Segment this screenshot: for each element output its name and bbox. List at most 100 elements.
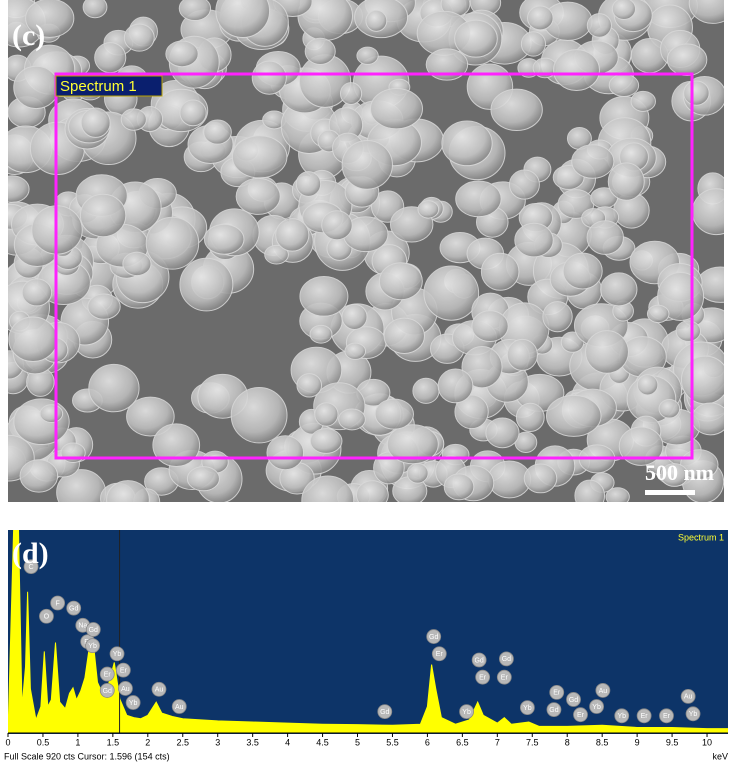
peak-label: Gd <box>380 709 389 716</box>
particle <box>659 399 680 418</box>
peak-label: Au <box>121 686 130 693</box>
particle <box>276 219 309 252</box>
peak-label: Gd <box>549 707 558 714</box>
particle <box>315 403 338 426</box>
peak-label: Gd <box>69 605 78 612</box>
peak-label: Au <box>175 704 184 711</box>
particle <box>310 325 332 343</box>
particle <box>81 108 110 137</box>
particle <box>123 252 151 275</box>
particle <box>676 321 700 341</box>
particle <box>14 66 59 108</box>
particle <box>601 273 637 306</box>
particle <box>9 317 57 362</box>
particle <box>146 217 199 269</box>
particle <box>612 0 635 19</box>
x-tick-label: 8 <box>565 737 570 747</box>
peak-label: Gd <box>474 657 483 664</box>
peak-label: Yb <box>617 713 626 720</box>
peak-label: Gd <box>502 656 511 663</box>
particle <box>413 378 439 403</box>
particle <box>481 253 519 290</box>
x-tick-label: 3 <box>215 737 220 747</box>
particle <box>180 100 206 126</box>
particle <box>528 6 554 30</box>
particle <box>554 50 600 91</box>
particle <box>486 418 519 448</box>
particle <box>322 211 352 240</box>
particle <box>438 369 473 403</box>
x-tick-label: 4.5 <box>316 737 329 747</box>
x-tick-label: 5.5 <box>386 737 399 747</box>
particle <box>80 194 125 236</box>
particle <box>204 120 232 144</box>
particle <box>89 364 139 411</box>
particle <box>302 476 354 525</box>
particle <box>587 14 611 38</box>
peak-label: Au <box>599 688 608 695</box>
particle <box>88 294 120 319</box>
particle <box>379 263 422 300</box>
particle <box>647 305 669 322</box>
particle <box>455 20 498 57</box>
particle <box>339 409 366 430</box>
particle <box>107 481 150 519</box>
particle <box>166 41 198 67</box>
peak-label: Yb <box>113 651 122 658</box>
particle <box>14 399 69 445</box>
peak-label: Gd <box>89 627 98 634</box>
particle <box>515 223 553 257</box>
particle <box>424 266 479 320</box>
particle <box>491 89 542 130</box>
particle <box>187 467 219 491</box>
particle <box>231 387 287 442</box>
x-tick-label: 5 <box>355 737 360 747</box>
particle <box>692 403 729 435</box>
particle <box>310 429 342 454</box>
particle <box>543 302 572 332</box>
peak-label: Yb <box>689 711 698 718</box>
particle <box>267 436 304 470</box>
particle <box>20 460 58 492</box>
particle <box>345 343 366 359</box>
peak-label: Er <box>436 651 444 658</box>
x-tick-label: 6 <box>425 737 430 747</box>
x-tick-label: 3.5 <box>246 737 259 747</box>
peak-label: Gd <box>569 697 578 704</box>
particle <box>342 140 392 189</box>
x-tick-label: 10 <box>702 737 712 747</box>
x-tick-label: 1.5 <box>107 737 120 747</box>
footer: Full Scale 920 cts Cursor: 1.596 (154 ct… <box>4 751 170 761</box>
peak-label: O <box>44 614 50 621</box>
particle <box>507 339 537 370</box>
particle <box>236 178 280 214</box>
particle <box>681 356 729 404</box>
particle <box>370 89 422 129</box>
spectrum-name: Spectrum 1 <box>678 532 724 542</box>
particle <box>521 32 545 56</box>
x-unit: keV <box>712 751 728 761</box>
peak-label: Yb <box>88 643 97 650</box>
particle <box>95 43 126 73</box>
page: SEM and EDS spectrum {"sem_image": {"pan… <box>0 0 732 764</box>
particle <box>667 44 707 76</box>
particle <box>366 10 387 31</box>
particle <box>418 201 439 218</box>
x-tick-label: 7.5 <box>526 737 539 747</box>
particle <box>357 47 378 64</box>
peak-label: Yb <box>592 704 601 711</box>
particle <box>384 318 424 353</box>
scale-bar-label: 500 nm <box>645 460 714 485</box>
region-label: Spectrum 1 <box>60 78 137 95</box>
peak-label: F <box>55 600 59 607</box>
particle <box>509 170 539 199</box>
peak-label: Er <box>120 667 128 674</box>
peak-label: Yb <box>462 709 471 716</box>
x-tick-label: 7 <box>495 737 500 747</box>
peak-label: Er <box>663 713 671 720</box>
particle <box>342 304 367 329</box>
particle <box>305 38 335 64</box>
particle <box>180 258 233 311</box>
particle <box>124 24 154 51</box>
scale-bar <box>645 490 695 495</box>
